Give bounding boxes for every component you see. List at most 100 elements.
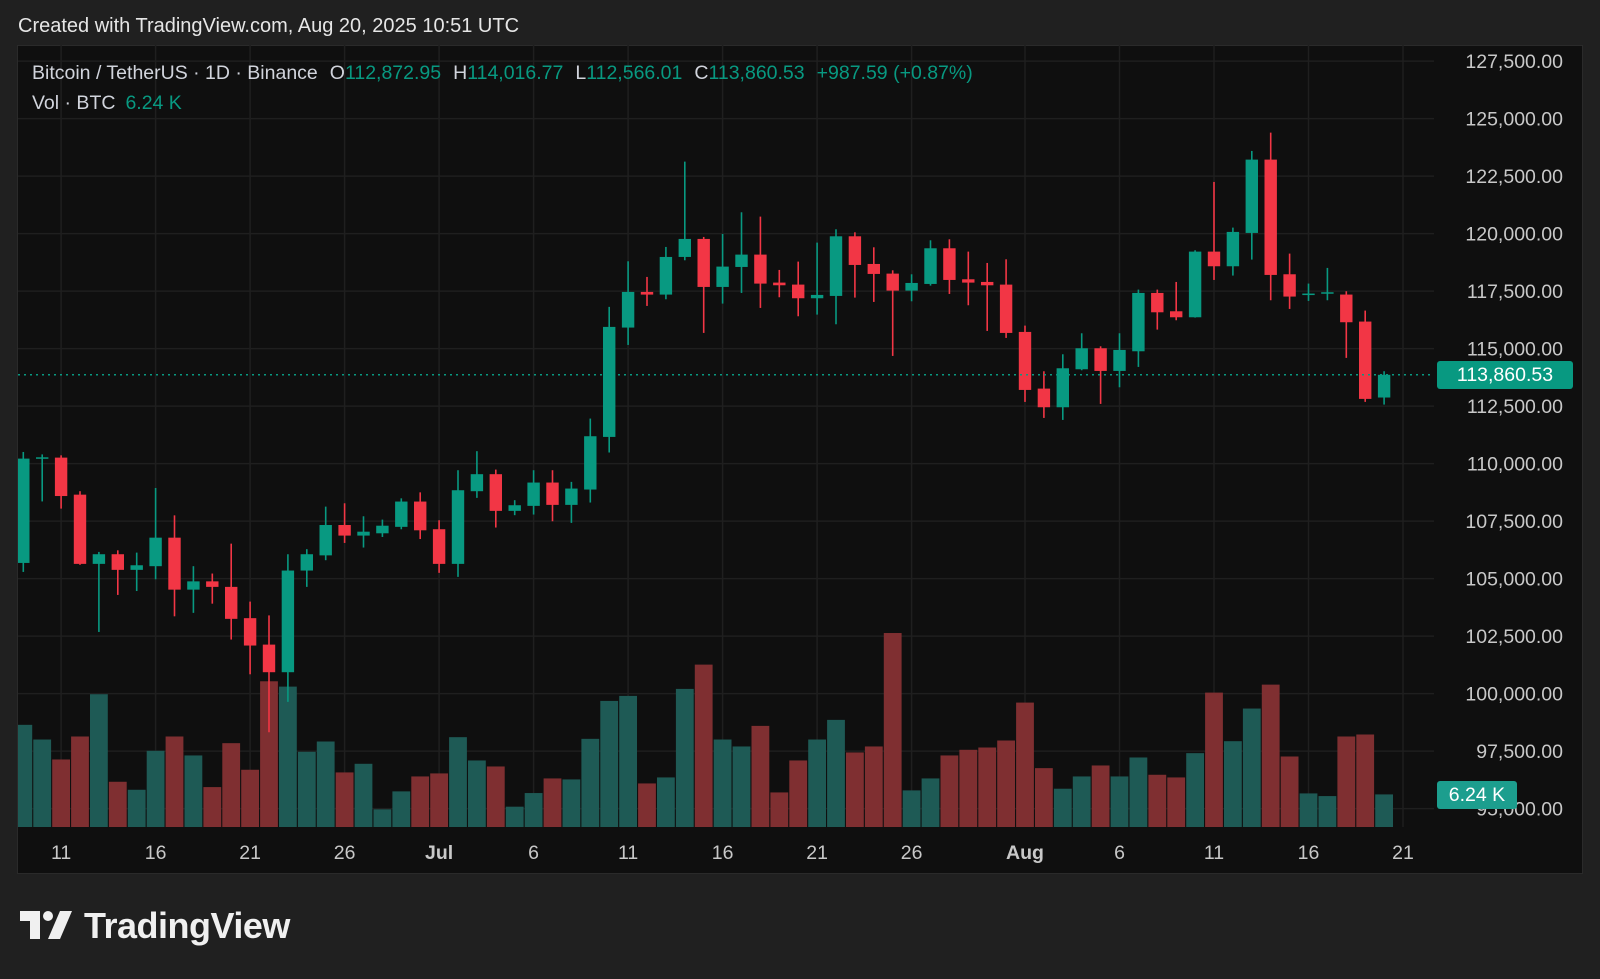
- volume-bar: [657, 777, 675, 827]
- candle-body: [1207, 251, 1221, 267]
- time-tick-label: Jul: [425, 842, 453, 864]
- high-label: H: [453, 62, 468, 84]
- volume-bar: [1072, 776, 1091, 827]
- candle-body: [1264, 159, 1277, 275]
- candle-body: [584, 436, 597, 490]
- candle-body: [206, 581, 219, 587]
- candle-body: [678, 238, 691, 257]
- volume-bar: [1129, 757, 1148, 827]
- candle-body: [414, 501, 427, 531]
- price-tick-label: 122,500.00: [1465, 166, 1563, 188]
- volume-bar: [449, 737, 467, 827]
- volume-bar: [883, 633, 902, 827]
- volume-bar: [1318, 796, 1337, 827]
- price-tick-label: 127,500.00: [1465, 51, 1563, 73]
- close-value: 113,860.53: [708, 62, 805, 84]
- candle-body: [1226, 231, 1240, 267]
- time-tick-label: 21: [1392, 842, 1414, 864]
- volume-bar: [1053, 788, 1072, 827]
- volume-bar: [108, 781, 127, 827]
- candle-body: [829, 236, 843, 296]
- volume-bar: [184, 755, 203, 827]
- volume-bar: [468, 760, 486, 827]
- time-tick-label: 16: [712, 842, 734, 864]
- volume-bar: [52, 759, 70, 827]
- volume-bar: [978, 747, 997, 827]
- chart-panel[interactable]: [17, 45, 1583, 874]
- candle-body: [1302, 293, 1315, 296]
- change-value: +987.59 (+0.87%): [816, 62, 973, 84]
- volume-bar: [1016, 702, 1034, 827]
- candle-body: [1056, 368, 1069, 408]
- volume-bar: [1110, 776, 1129, 827]
- volume-bar: [71, 736, 89, 827]
- price-tick-label: 117,500.00: [1467, 281, 1563, 303]
- time-axis: 11 16 21 26 Jul 6 11 16 21 26 Aug 6 11 16 21: [51, 842, 1414, 864]
- price-tick-label: 102,500.00: [1465, 626, 1563, 648]
- volume-bar: [543, 778, 562, 827]
- candle-body: [130, 565, 143, 570]
- volume-bar: [354, 763, 373, 827]
- low-label: L: [575, 62, 587, 84]
- volume-bar: [751, 725, 770, 827]
- candle-body: [1094, 348, 1107, 371]
- price-tick-label: 97,500.00: [1476, 741, 1563, 763]
- symbol-title[interactable]: Bitcoin / TetherUS · 1D · Binance: [32, 62, 318, 84]
- volume-bar: [127, 789, 146, 827]
- volume-bar: [789, 760, 808, 827]
- low-value: 112,566.01: [586, 62, 683, 84]
- candle-body: [1340, 294, 1353, 323]
- candle-body: [754, 254, 767, 284]
- candle-body: [281, 570, 295, 673]
- candle-body: [187, 581, 200, 590]
- volume-bar: [600, 700, 619, 827]
- volume-bar: [524, 793, 543, 827]
- price-tick-label: 110,000.00: [1467, 454, 1563, 476]
- candle-body: [225, 586, 238, 619]
- candle-body: [716, 266, 729, 287]
- volume-bar: [373, 809, 392, 827]
- volume-bar: [203, 787, 222, 827]
- candle-body: [1075, 348, 1088, 370]
- candle-body: [262, 644, 276, 673]
- volume-bar: [713, 739, 732, 827]
- candle-body: [1037, 388, 1051, 408]
- price-tick-label: 100,000.00: [1465, 684, 1563, 706]
- volume-bar: [316, 741, 335, 827]
- candle-body: [867, 263, 880, 274]
- candle-body: [810, 294, 824, 299]
- candle-body: [697, 238, 710, 287]
- candle-body: [508, 505, 521, 511]
- price-tick-label: 125,000.00: [1465, 109, 1563, 131]
- volume-bar: [1205, 692, 1223, 827]
- volume-label[interactable]: Vol · BTC: [32, 92, 116, 114]
- candle-body: [924, 248, 937, 284]
- volume-bar: [279, 686, 297, 827]
- candle-body: [565, 488, 578, 505]
- candle-body: [1283, 274, 1296, 297]
- volume-bar: [297, 751, 316, 827]
- candle-body: [376, 525, 389, 534]
- candle-body: [1151, 292, 1164, 313]
- volume-bar: [1337, 736, 1356, 827]
- candle-body: [1018, 331, 1032, 390]
- time-tick-label: 11: [1204, 842, 1224, 864]
- volume-bar: [33, 739, 52, 827]
- tradingview-logo[interactable]: TradingView: [20, 905, 290, 947]
- volume-bar: [581, 738, 600, 827]
- volume-bar: [165, 736, 184, 827]
- ohlc-legend: Bitcoin / TetherUS · 1D · Binance O112,87…: [32, 62, 985, 85]
- candle-body: [357, 531, 370, 536]
- candle-body: [999, 284, 1013, 333]
- candle-body: [1245, 159, 1258, 233]
- volume-bar: [675, 688, 694, 827]
- volume-bar: [1148, 774, 1167, 827]
- candle-body: [1132, 292, 1145, 352]
- candle-body: [735, 254, 748, 267]
- price-tick-label: 120,000.00: [1465, 224, 1563, 246]
- volume-bar: [694, 664, 713, 827]
- tradingview-logo-icon: [20, 911, 72, 939]
- price-tick-label: 107,500.00: [1465, 511, 1563, 533]
- candle-body: [1188, 251, 1202, 318]
